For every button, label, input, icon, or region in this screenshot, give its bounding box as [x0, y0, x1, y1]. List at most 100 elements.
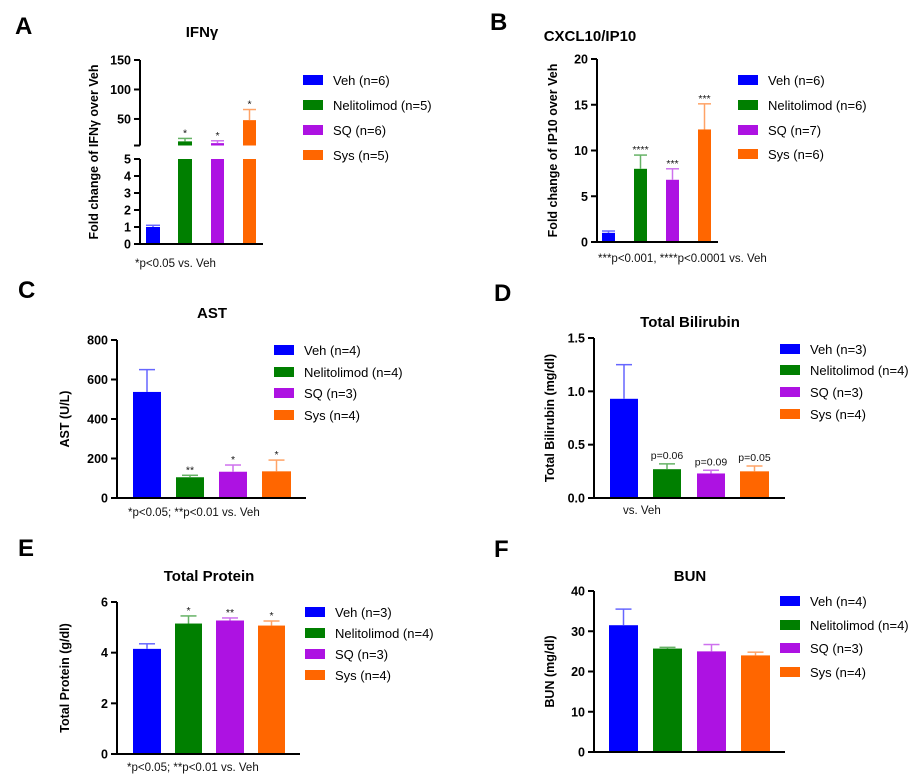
bar-veh: [133, 648, 161, 754]
legend-label: Veh (n=4): [304, 343, 361, 358]
legend-label: Veh (n=3): [335, 605, 392, 620]
legend-label: Sys (n=4): [810, 665, 866, 680]
bar-sq-upper: [211, 143, 224, 146]
chart-title: IFNγ: [186, 24, 219, 41]
y-tick-label: 2: [101, 697, 108, 711]
legend-swatch: [738, 100, 758, 110]
y-tick-label: 10: [571, 705, 585, 719]
bar-nelitolimod: [653, 648, 682, 752]
significance-label: *: [247, 99, 251, 111]
legend-swatch: [780, 387, 800, 397]
y-axis-label: Total Protein (g/dl): [58, 623, 72, 732]
y-tick-label: 4: [101, 646, 108, 660]
legend-swatch: [780, 620, 800, 630]
y-tick-label: 4: [124, 170, 131, 184]
y-axis-label: Fold change of IP10 over Veh: [546, 64, 560, 238]
legend-label: Nelitolimod (n=4): [810, 618, 909, 633]
legend-swatch: [738, 125, 758, 135]
panel-letter: A: [15, 13, 32, 40]
bar-sq: [697, 651, 726, 752]
legend-label: Veh (n=3): [810, 342, 867, 357]
bar-nelitolimod: [634, 168, 647, 242]
bar-nelitolimod: [653, 469, 681, 498]
significance-label: *: [269, 610, 273, 622]
legend-label: Veh (n=6): [333, 73, 390, 88]
legend-swatch: [305, 670, 325, 680]
y-tick-label: 0.5: [568, 438, 585, 452]
bar-nelitolimod: [175, 623, 202, 754]
bar-sq: [216, 620, 244, 754]
legend-swatch: [780, 344, 800, 354]
legend-label: Sys (n=4): [304, 408, 360, 423]
bar-sys: [698, 129, 711, 242]
y-tick-label: 0: [101, 748, 108, 762]
y-tick-label: 1.0: [568, 385, 585, 399]
significance-label: p=0.06: [651, 450, 684, 462]
panel-f: F BUN BUN (mg/dl) 0 10 20 30 40 Veh (n=4) Nelitol…: [494, 536, 909, 760]
y-tick-label: 400: [87, 413, 108, 427]
significance-label: *: [231, 454, 235, 466]
y-tick-label: 50: [117, 112, 131, 126]
footnote: *p<0.05; **p<0.01 vs. Veh: [128, 507, 260, 519]
legend-swatch: [780, 667, 800, 677]
bar-sq-lower: [211, 159, 224, 244]
y-axis-label: Total Bilirubin (mg/dl): [543, 354, 557, 482]
legend-swatch: [780, 643, 800, 653]
legend-label: Sys (n=6): [768, 147, 824, 162]
legend-swatch: [274, 345, 294, 355]
legend-label: SQ (n=3): [304, 386, 357, 401]
legend-swatch: [274, 410, 294, 420]
significance-label: *: [274, 449, 278, 461]
legend-swatch: [303, 100, 323, 110]
footnote: *p<0.05 vs. Veh: [135, 258, 216, 270]
legend-label: SQ (n=3): [810, 385, 863, 400]
significance-label: ****: [632, 144, 648, 156]
y-tick-label: 0: [101, 492, 108, 506]
significance-label: *: [215, 130, 219, 142]
chart-title: BUN: [674, 568, 707, 585]
panel-b: B CXCL10/IP10 Fold change of IP10 over Veh…: [490, 9, 867, 265]
panel-letter: E: [18, 535, 34, 562]
y-tick-label: 100: [110, 83, 131, 97]
y-tick-label: 0: [578, 746, 585, 760]
significance-label: ***: [666, 158, 678, 170]
legend-label: Veh (n=6): [768, 73, 825, 88]
bar-sq: [219, 471, 247, 498]
bar-veh: [602, 232, 615, 242]
panel-d: D Total Bilirubin Total Bilirubin (mg/dl) 0…: [494, 280, 909, 517]
chart-title: CXCL10/IP10: [544, 28, 637, 45]
bar-sys-lower: [243, 159, 256, 244]
legend-swatch: [738, 75, 758, 85]
legend-label: SQ (n=3): [810, 641, 863, 656]
y-tick-label: 30: [571, 625, 585, 639]
legend-swatch: [303, 150, 323, 160]
y-tick-label: 2: [124, 204, 131, 218]
significance-label: **: [226, 607, 234, 619]
legend-swatch: [305, 649, 325, 659]
footnote: ***p<0.001, ****p<0.0001 vs. Veh: [598, 253, 767, 265]
y-tick-label: 3: [124, 187, 131, 201]
y-tick-label: 15: [574, 98, 588, 112]
legend-label: Nelitolimod (n=6): [768, 98, 867, 113]
y-tick-label: 10: [574, 144, 588, 158]
legend-label: Sys (n=4): [335, 668, 391, 683]
bar-sys-upper: [243, 120, 256, 146]
legend-label: Sys (n=5): [333, 148, 389, 163]
y-axis-label: AST (U/L): [58, 391, 72, 448]
legend-swatch: [274, 388, 294, 398]
legend-label: Nelitolimod (n=4): [335, 626, 434, 641]
y-tick-label: 0: [124, 238, 131, 252]
y-axis-label: Fold change of IFNγ over Veh: [87, 64, 101, 239]
chart-title: Total Protein: [164, 568, 255, 585]
y-tick-label: 1: [124, 221, 131, 235]
legend-swatch: [780, 409, 800, 419]
significance-label: p=0.09: [695, 456, 728, 468]
y-tick-label: 5: [581, 190, 588, 204]
chart-title: Total Bilirubin: [640, 314, 740, 331]
significance-label: **: [186, 464, 194, 476]
y-tick-label: 6: [101, 596, 108, 610]
bar-sys: [262, 471, 291, 498]
legend-label: Nelitolimod (n=5): [333, 98, 432, 113]
